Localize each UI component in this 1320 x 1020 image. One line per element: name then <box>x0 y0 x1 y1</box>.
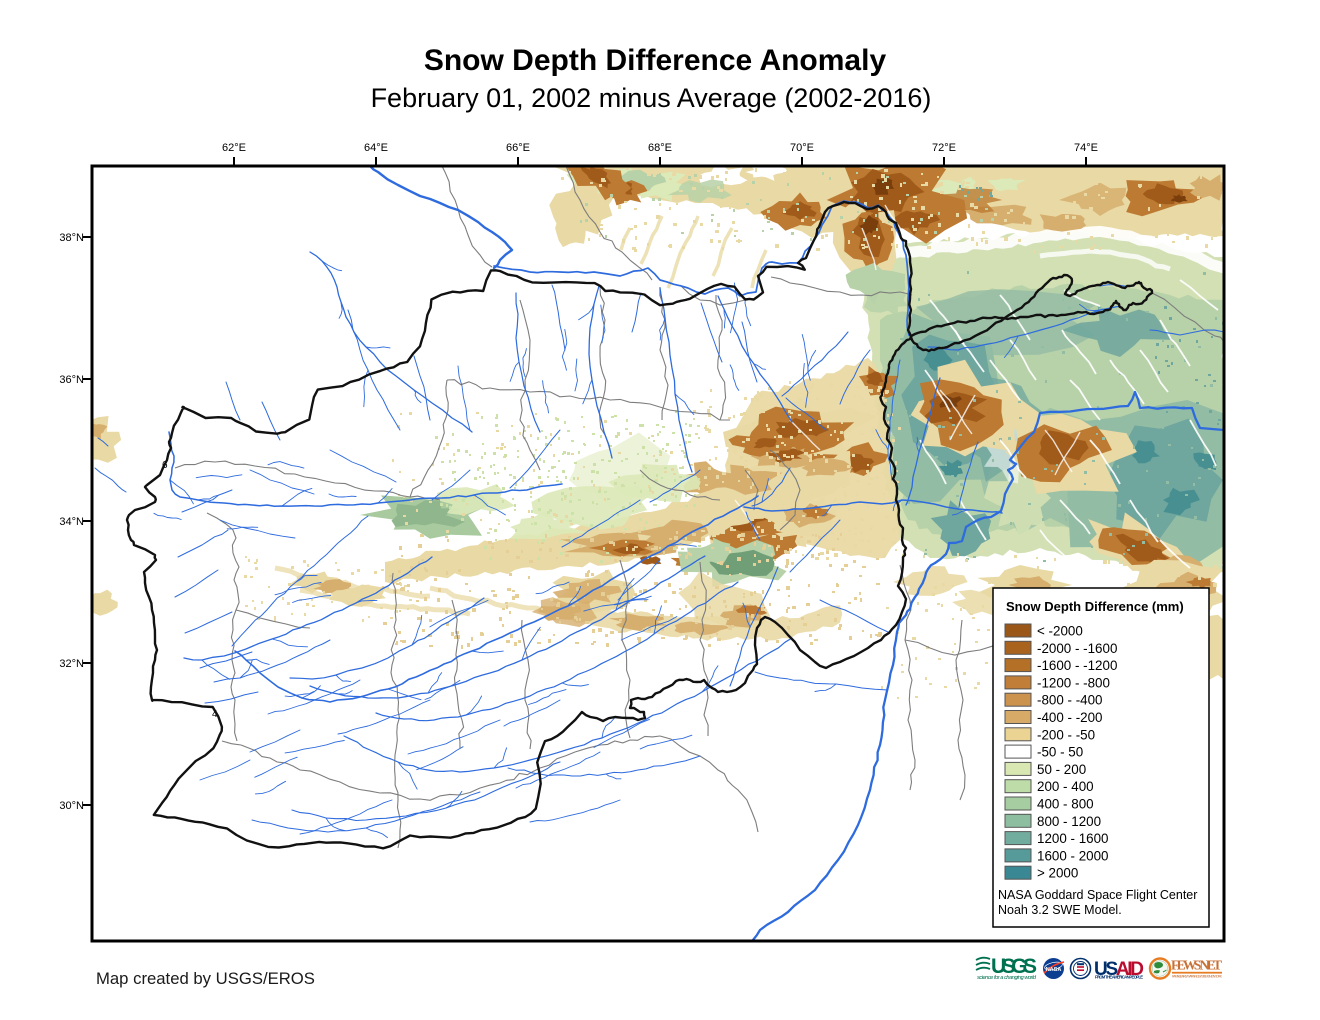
svg-text:36°N: 36°N <box>59 374 84 386</box>
svg-text:-2000 - -1600: -2000 - -1600 <box>1037 641 1117 656</box>
svg-text:science for a changing world: science for a changing world <box>977 975 1037 981</box>
svg-text:200 - 400: 200 - 400 <box>1037 779 1094 794</box>
svg-text:74°E: 74°E <box>1074 142 1098 154</box>
svg-text:-400 - -200: -400 - -200 <box>1037 710 1103 725</box>
svg-text:70°E: 70°E <box>790 142 814 154</box>
svg-text:72°E: 72°E <box>932 142 956 154</box>
svg-text:800 - 1200: 800 - 1200 <box>1037 814 1101 829</box>
svg-text:USAID: USAID <box>1094 959 1144 980</box>
svg-text:USGS: USGS <box>991 955 1037 978</box>
svg-text:-50 - 50: -50 - 50 <box>1037 745 1083 760</box>
svg-text:4: 4 <box>212 709 218 720</box>
svg-text:-1600 - -1200: -1600 - -1200 <box>1037 658 1117 673</box>
svg-text:68°E: 68°E <box>648 142 672 154</box>
svg-text:> 2000: > 2000 <box>1037 866 1078 881</box>
svg-text:FAMINE EARLY WARNING SYSTEMS N: FAMINE EARLY WARNING SYSTEMS NETWORK <box>1172 975 1223 979</box>
svg-text:66°E: 66°E <box>506 142 530 154</box>
svg-text:Noah 3.2 SWE Model.: Noah 3.2 SWE Model. <box>998 903 1122 917</box>
svg-text:Snow Depth Difference Anomaly: Snow Depth Difference Anomaly <box>424 44 887 77</box>
svg-text:NASA Goddard Space Flight Cent: NASA Goddard Space Flight Center <box>998 888 1197 902</box>
svg-text:Map created by USGS/EROS: Map created by USGS/EROS <box>96 969 315 988</box>
svg-text:February 01, 2002 minus Averag: February 01, 2002 minus Average (2002-20… <box>371 83 932 113</box>
svg-text:32°N: 32°N <box>59 658 84 670</box>
svg-text:FEWS NET: FEWS NET <box>1171 958 1222 973</box>
svg-text:400 - 800: 400 - 800 <box>1037 797 1094 812</box>
svg-text:-800 - -400: -800 - -400 <box>1037 693 1103 708</box>
svg-text:1200 - 1600: 1200 - 1600 <box>1037 831 1108 846</box>
svg-text:-200 - -50: -200 - -50 <box>1037 727 1095 742</box>
svg-text:62°E: 62°E <box>222 142 246 154</box>
svg-text:38°N: 38°N <box>59 232 84 244</box>
svg-text:FROM THE AMERICAN PEOPLE: FROM THE AMERICAN PEOPLE <box>1095 975 1143 980</box>
svg-text:30°N: 30°N <box>59 800 84 812</box>
svg-text:NASA: NASA <box>1046 967 1062 973</box>
svg-text:-1200 - -800: -1200 - -800 <box>1037 675 1110 690</box>
svg-text:Snow Depth Difference (mm): Snow Depth Difference (mm) <box>1006 599 1184 614</box>
svg-text:1600 - 2000: 1600 - 2000 <box>1037 848 1108 863</box>
svg-text:34°N: 34°N <box>59 516 84 528</box>
svg-text:< -2000: < -2000 <box>1037 624 1083 639</box>
svg-text:50 - 200: 50 - 200 <box>1037 762 1086 777</box>
svg-text:64°E: 64°E <box>364 142 388 154</box>
